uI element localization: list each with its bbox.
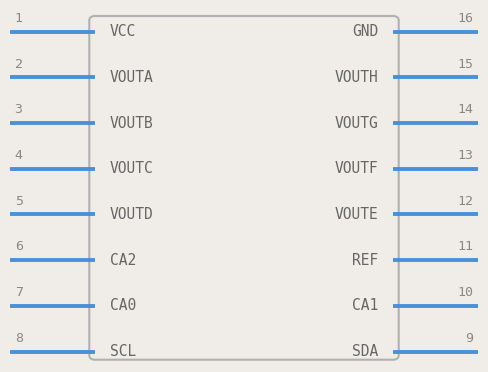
Text: 9: 9 bbox=[466, 332, 473, 345]
Text: 16: 16 bbox=[457, 12, 473, 25]
Text: SCL: SCL bbox=[110, 344, 136, 359]
Text: VOUTB: VOUTB bbox=[110, 116, 154, 131]
Text: CA0: CA0 bbox=[110, 298, 136, 313]
Text: VOUTH: VOUTH bbox=[334, 70, 378, 85]
Text: 3: 3 bbox=[15, 103, 22, 116]
Text: GND: GND bbox=[352, 24, 378, 39]
Text: CA1: CA1 bbox=[352, 298, 378, 313]
Text: 7: 7 bbox=[15, 286, 22, 299]
Text: 12: 12 bbox=[457, 195, 473, 208]
Text: 4: 4 bbox=[15, 149, 22, 162]
Text: CA2: CA2 bbox=[110, 253, 136, 267]
Text: 14: 14 bbox=[457, 103, 473, 116]
Text: SDA: SDA bbox=[352, 344, 378, 359]
Text: VOUTA: VOUTA bbox=[110, 70, 154, 85]
Text: 1: 1 bbox=[15, 12, 22, 25]
Text: 11: 11 bbox=[457, 240, 473, 253]
Text: VOUTG: VOUTG bbox=[334, 116, 378, 131]
Text: VOUTC: VOUTC bbox=[110, 161, 154, 176]
Text: 15: 15 bbox=[457, 58, 473, 71]
Text: VOUTE: VOUTE bbox=[334, 207, 378, 222]
Text: 8: 8 bbox=[15, 332, 22, 345]
Text: 2: 2 bbox=[15, 58, 22, 71]
FancyBboxPatch shape bbox=[89, 16, 399, 360]
Text: 10: 10 bbox=[457, 286, 473, 299]
Text: VOUTF: VOUTF bbox=[334, 161, 378, 176]
Text: 13: 13 bbox=[457, 149, 473, 162]
Text: VCC: VCC bbox=[110, 24, 136, 39]
Text: 6: 6 bbox=[15, 240, 22, 253]
Text: VOUTD: VOUTD bbox=[110, 207, 154, 222]
Text: REF: REF bbox=[352, 253, 378, 267]
Text: 5: 5 bbox=[15, 195, 22, 208]
